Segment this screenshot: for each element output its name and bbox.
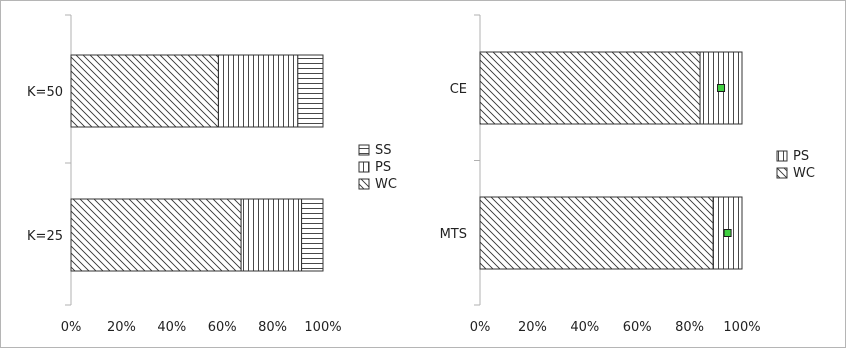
bar-ps-k-25	[240, 198, 303, 272]
marker-ce	[717, 84, 726, 92]
right-chart: CE MTS 0% 20% 40% 60% 80% 100% PS WC	[440, 14, 815, 335]
legend-label-wc: WC	[375, 177, 397, 192]
x-tick-label: 0%	[61, 320, 82, 335]
legend-swatch-wc	[776, 167, 788, 179]
category-label-k-25: K=25	[27, 229, 63, 244]
legend-label-wc: WC	[793, 166, 815, 181]
x-tick-label: 40%	[570, 320, 599, 335]
x-tick-label: 60%	[208, 320, 237, 335]
legend-swatch-ps	[358, 161, 370, 173]
bar-ss-k-50	[297, 54, 324, 128]
x-tick-label: 60%	[623, 320, 652, 335]
bar-wc-k-50	[70, 54, 219, 128]
legend-label-ps: PS	[793, 149, 809, 164]
left-chart: K=50 K=25 0% 20% 40% 60% 80% 100% SS PS WC	[27, 14, 397, 335]
x-tick-label: 80%	[675, 320, 704, 335]
legend-label-ps: PS	[375, 160, 391, 175]
bar-wc-k-25	[70, 198, 242, 272]
x-tick-label: 40%	[157, 320, 186, 335]
bar-wc-ce	[479, 51, 701, 125]
x-tick-label: 0%	[470, 320, 491, 335]
x-tick-label: 100%	[723, 320, 760, 335]
bar-ps-k-50	[217, 54, 299, 128]
legend-swatch-ss	[358, 144, 370, 156]
x-tick-label: 100%	[304, 320, 341, 335]
category-label-ce: CE	[450, 82, 467, 97]
x-tick-label: 20%	[107, 320, 136, 335]
bar-wc-mts	[479, 196, 714, 270]
bar-ss-k-25	[301, 198, 324, 272]
category-label-mts: MTS	[440, 227, 467, 242]
x-tick-label: 20%	[518, 320, 547, 335]
legend-swatch-wc	[358, 178, 370, 190]
legend-swatch-ps	[776, 150, 788, 162]
legend-label-ss: SS	[375, 143, 392, 158]
marker-mts	[723, 229, 732, 237]
category-label-k-50: K=50	[27, 85, 63, 100]
x-tick-label: 80%	[258, 320, 287, 335]
